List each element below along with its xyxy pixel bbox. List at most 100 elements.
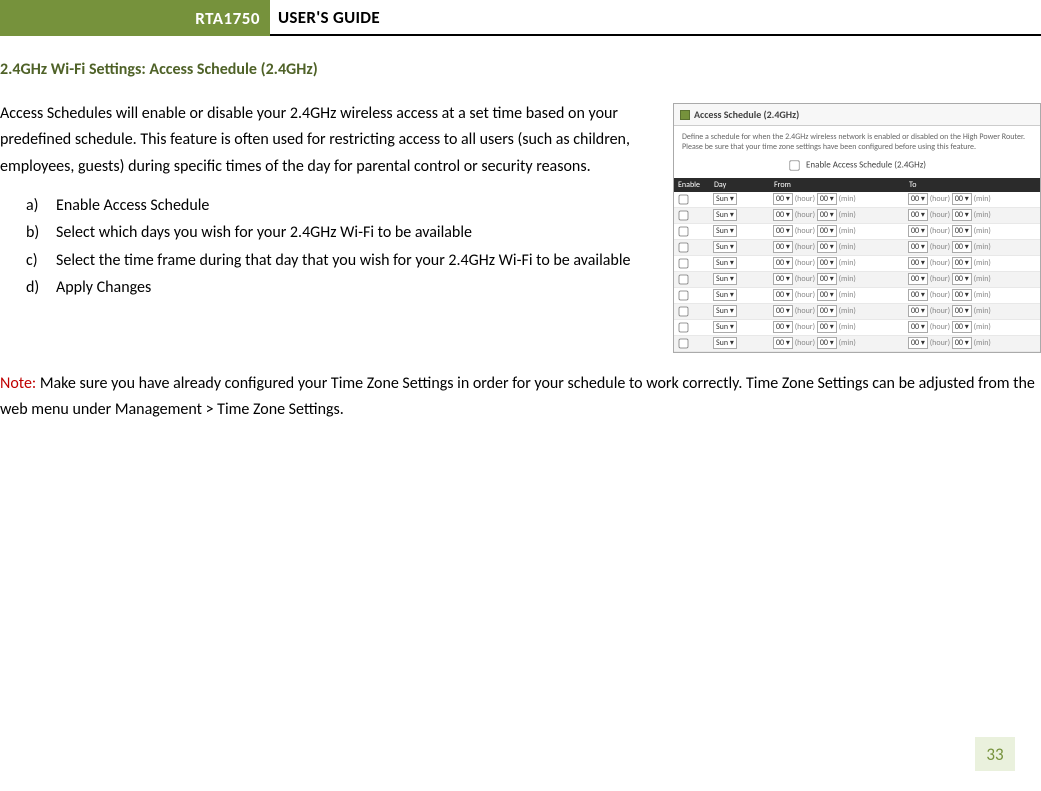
min-label: (min) — [974, 274, 991, 284]
note-block: Note: Make sure you have already configu… — [0, 371, 1041, 424]
row-enable-checkbox[interactable] — [679, 226, 689, 236]
day-select[interactable]: Sun ▾ — [713, 305, 737, 317]
min-label: (min) — [839, 322, 856, 332]
day-select[interactable]: Sun ▾ — [713, 337, 737, 349]
hour-select[interactable]: 00 ▾ — [908, 209, 928, 221]
hour-label: (hour) — [930, 274, 950, 284]
hour-select[interactable]: 00 ▾ — [773, 241, 793, 253]
min-select[interactable]: 00 ▾ — [952, 337, 972, 349]
min-select[interactable]: 00 ▾ — [817, 321, 837, 333]
row-enable-checkbox[interactable] — [679, 322, 689, 332]
table-row: Sun ▾00 ▾ (hour) 00 ▾ (min)00 ▾ (hour) 0… — [674, 287, 1040, 303]
min-select[interactable]: 00 ▾ — [817, 225, 837, 237]
hour-label: (hour) — [795, 210, 815, 220]
hour-select[interactable]: 00 ▾ — [908, 337, 928, 349]
hour-select[interactable]: 00 ▾ — [908, 225, 928, 237]
min-label: (min) — [974, 226, 991, 236]
step-item: a)Enable Access Schedule — [26, 192, 659, 219]
min-select[interactable]: 00 ▾ — [952, 241, 972, 253]
min-select[interactable]: 00 ▾ — [817, 209, 837, 221]
hour-select[interactable]: 00 ▾ — [908, 321, 928, 333]
col-day: Day — [710, 178, 770, 192]
day-select[interactable]: Sun ▾ — [713, 225, 737, 237]
min-select[interactable]: 00 ▾ — [817, 257, 837, 269]
day-select[interactable]: Sun ▾ — [713, 257, 737, 269]
hour-label: (hour) — [930, 258, 950, 268]
min-select[interactable]: 00 ▾ — [952, 257, 972, 269]
row-enable-checkbox[interactable] — [679, 258, 689, 268]
hour-select[interactable]: 00 ▾ — [773, 273, 793, 285]
table-row: Sun ▾00 ▾ (hour) 00 ▾ (min)00 ▾ (hour) 0… — [674, 223, 1040, 239]
hour-select[interactable]: 00 ▾ — [773, 257, 793, 269]
col-enable: Enable — [674, 178, 710, 192]
day-select[interactable]: Sun ▾ — [713, 273, 737, 285]
min-label: (min) — [974, 242, 991, 252]
hour-select[interactable]: 00 ▾ — [773, 289, 793, 301]
hour-label: (hour) — [795, 242, 815, 252]
hour-select[interactable]: 00 ▾ — [908, 305, 928, 317]
min-select[interactable]: 00 ▾ — [817, 241, 837, 253]
min-select[interactable]: 00 ▾ — [952, 289, 972, 301]
step-marker: c) — [26, 247, 56, 274]
steps-list: a)Enable Access Scheduleb)Select which d… — [26, 192, 659, 301]
hour-select[interactable]: 00 ▾ — [773, 225, 793, 237]
row-enable-checkbox[interactable] — [679, 290, 689, 300]
note-label: Note: — [0, 374, 36, 393]
min-label: (min) — [839, 306, 856, 316]
hour-label: (hour) — [795, 274, 815, 284]
min-select[interactable]: 00 ▾ — [952, 321, 972, 333]
header-title: USER'S GUIDE — [270, 0, 1041, 36]
step-marker: d) — [26, 274, 56, 301]
day-select[interactable]: Sun ▾ — [713, 241, 737, 253]
min-select[interactable]: 00 ▾ — [817, 273, 837, 285]
hour-label: (hour) — [930, 290, 950, 300]
hour-select[interactable]: 00 ▾ — [773, 193, 793, 205]
min-select[interactable]: 00 ▾ — [952, 273, 972, 285]
row-enable-checkbox[interactable] — [679, 194, 689, 204]
table-row: Sun ▾00 ▾ (hour) 00 ▾ (min)00 ▾ (hour) 0… — [674, 239, 1040, 255]
hour-label: (hour) — [930, 242, 950, 252]
step-text: Apply Changes — [56, 274, 151, 301]
screenshot-description: Define a schedule for when the 2.4GHz wi… — [674, 126, 1040, 157]
hour-select[interactable]: 00 ▾ — [908, 257, 928, 269]
hour-select[interactable]: 00 ▾ — [908, 241, 928, 253]
hour-select[interactable]: 00 ▾ — [908, 193, 928, 205]
day-select[interactable]: Sun ▾ — [713, 193, 737, 205]
row-enable-checkbox[interactable] — [679, 338, 689, 348]
min-select[interactable]: 00 ▾ — [952, 209, 972, 221]
row-enable-checkbox[interactable] — [679, 210, 689, 220]
min-label: (min) — [974, 322, 991, 332]
day-select[interactable]: Sun ▾ — [713, 321, 737, 333]
min-select[interactable]: 00 ▾ — [817, 289, 837, 301]
hour-select[interactable]: 00 ▾ — [773, 321, 793, 333]
screenshot-title: Access Schedule (2.4GHz) — [694, 108, 799, 121]
page-content: 2.4GHz Wi-Fi Settings: Access Schedule (… — [0, 36, 1041, 424]
header-model: RTA1750 — [0, 0, 270, 36]
page-header: RTA1750 USER'S GUIDE — [0, 0, 1041, 36]
min-select[interactable]: 00 ▾ — [952, 305, 972, 317]
hour-select[interactable]: 00 ▾ — [773, 305, 793, 317]
intro-paragraph: Access Schedules will enable or disable … — [0, 101, 659, 180]
day-select[interactable]: Sun ▾ — [713, 289, 737, 301]
enable-schedule-checkbox[interactable] — [789, 160, 799, 170]
hour-select[interactable]: 00 ▾ — [908, 289, 928, 301]
hour-select[interactable]: 00 ▾ — [773, 337, 793, 349]
hour-label: (hour) — [795, 322, 815, 332]
min-label: (min) — [974, 290, 991, 300]
row-enable-checkbox[interactable] — [679, 306, 689, 316]
row-enable-checkbox[interactable] — [679, 274, 689, 284]
min-select[interactable]: 00 ▾ — [817, 337, 837, 349]
day-select[interactable]: Sun ▾ — [713, 209, 737, 221]
table-row: Sun ▾00 ▾ (hour) 00 ▾ (min)00 ▾ (hour) 0… — [674, 303, 1040, 319]
row-enable-checkbox[interactable] — [679, 242, 689, 252]
min-select[interactable]: 00 ▾ — [817, 193, 837, 205]
min-select[interactable]: 00 ▾ — [952, 225, 972, 237]
hour-label: (hour) — [930, 322, 950, 332]
min-select[interactable]: 00 ▾ — [817, 305, 837, 317]
min-select[interactable]: 00 ▾ — [952, 193, 972, 205]
hour-select[interactable]: 00 ▾ — [908, 273, 928, 285]
hour-select[interactable]: 00 ▾ — [773, 209, 793, 221]
hour-label: (hour) — [930, 338, 950, 348]
min-label: (min) — [974, 258, 991, 268]
min-label: (min) — [839, 338, 856, 348]
